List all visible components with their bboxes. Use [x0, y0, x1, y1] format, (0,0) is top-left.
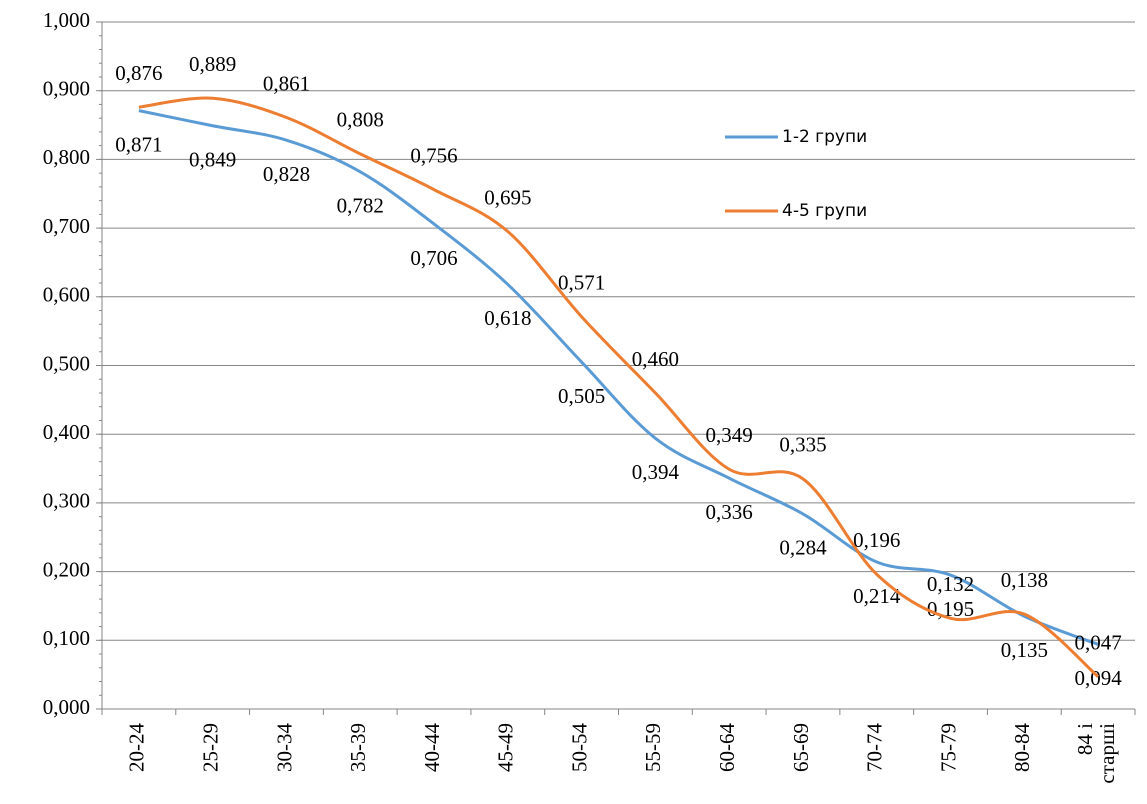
x-tick-label: 65-69	[789, 723, 813, 772]
data-label: 0,871	[115, 132, 162, 156]
y-tick-label: 0,300	[43, 489, 90, 513]
x-tick-label: 40-44	[420, 723, 444, 772]
data-label: 0,808	[337, 108, 384, 132]
data-label: 0,695	[484, 185, 531, 209]
y-tick-label: 0,400	[43, 420, 90, 444]
x-tick-label: 80-84	[1010, 723, 1034, 772]
y-tick-label: 0,700	[43, 214, 90, 238]
x-tick-label: 25-29	[198, 723, 222, 772]
y-tick-label: 0,900	[43, 77, 90, 101]
legend-label: 1-2 групи	[782, 127, 867, 147]
data-label: 0,336	[706, 500, 753, 524]
data-label: 0,849	[189, 148, 236, 172]
x-tick-label: 20-24	[125, 723, 149, 772]
data-label: 0,706	[410, 246, 457, 270]
y-tick-label: 0,100	[43, 626, 90, 650]
x-tick-label: 45-49	[494, 723, 518, 772]
data-label: 0,618	[484, 306, 531, 330]
x-tick-label: 35-39	[346, 723, 370, 772]
y-tick-label: 0,800	[43, 145, 90, 169]
x-tick-label: 55-59	[641, 723, 665, 772]
x-tick-label: 75-79	[936, 723, 960, 772]
data-label: 0,876	[115, 61, 162, 85]
data-label: 0,828	[263, 162, 310, 186]
series-line	[138, 96, 1100, 678]
data-label: 0,394	[632, 460, 680, 484]
y-tick-label: 0,600	[43, 283, 90, 307]
data-label: 0,138	[1001, 568, 1048, 592]
data-label: 0,861	[263, 71, 310, 95]
data-label: 0,889	[189, 52, 236, 76]
legend-label: 4-5 групи	[782, 201, 867, 221]
data-label: 0,094	[1074, 666, 1122, 690]
x-tick-label: 60-64	[715, 723, 739, 772]
data-label: 0,196	[853, 528, 900, 552]
x-tick-label: 30-34	[272, 723, 296, 772]
data-label: 0,460	[632, 347, 679, 371]
x-tick-label: 50-54	[567, 723, 591, 772]
x-tick-label-line: 84 і	[1073, 723, 1097, 755]
y-tick-label: 0,200	[43, 557, 90, 581]
data-label: 0,284	[779, 536, 827, 560]
y-tick-label: 0,500	[43, 351, 90, 375]
data-label: 0,571	[558, 271, 605, 295]
data-label: 0,782	[337, 194, 384, 218]
data-label: 0,335	[779, 433, 826, 457]
series-line	[138, 109, 1099, 646]
y-tick-label: 0,000	[43, 695, 90, 719]
x-tick-label: 84 і старші	[1073, 723, 1119, 789]
x-tick-label-line: старші	[1095, 723, 1119, 789]
data-label: 0,132	[927, 572, 974, 596]
x-tick-label: 70-74	[863, 723, 887, 772]
data-label: 0,047	[1074, 631, 1121, 655]
y-tick-label: 1,000	[43, 8, 90, 32]
data-label: 0,349	[706, 423, 753, 447]
data-label: 0,135	[1001, 638, 1048, 662]
data-label: 0,756	[410, 143, 457, 167]
data-label: 0,505	[558, 384, 605, 408]
